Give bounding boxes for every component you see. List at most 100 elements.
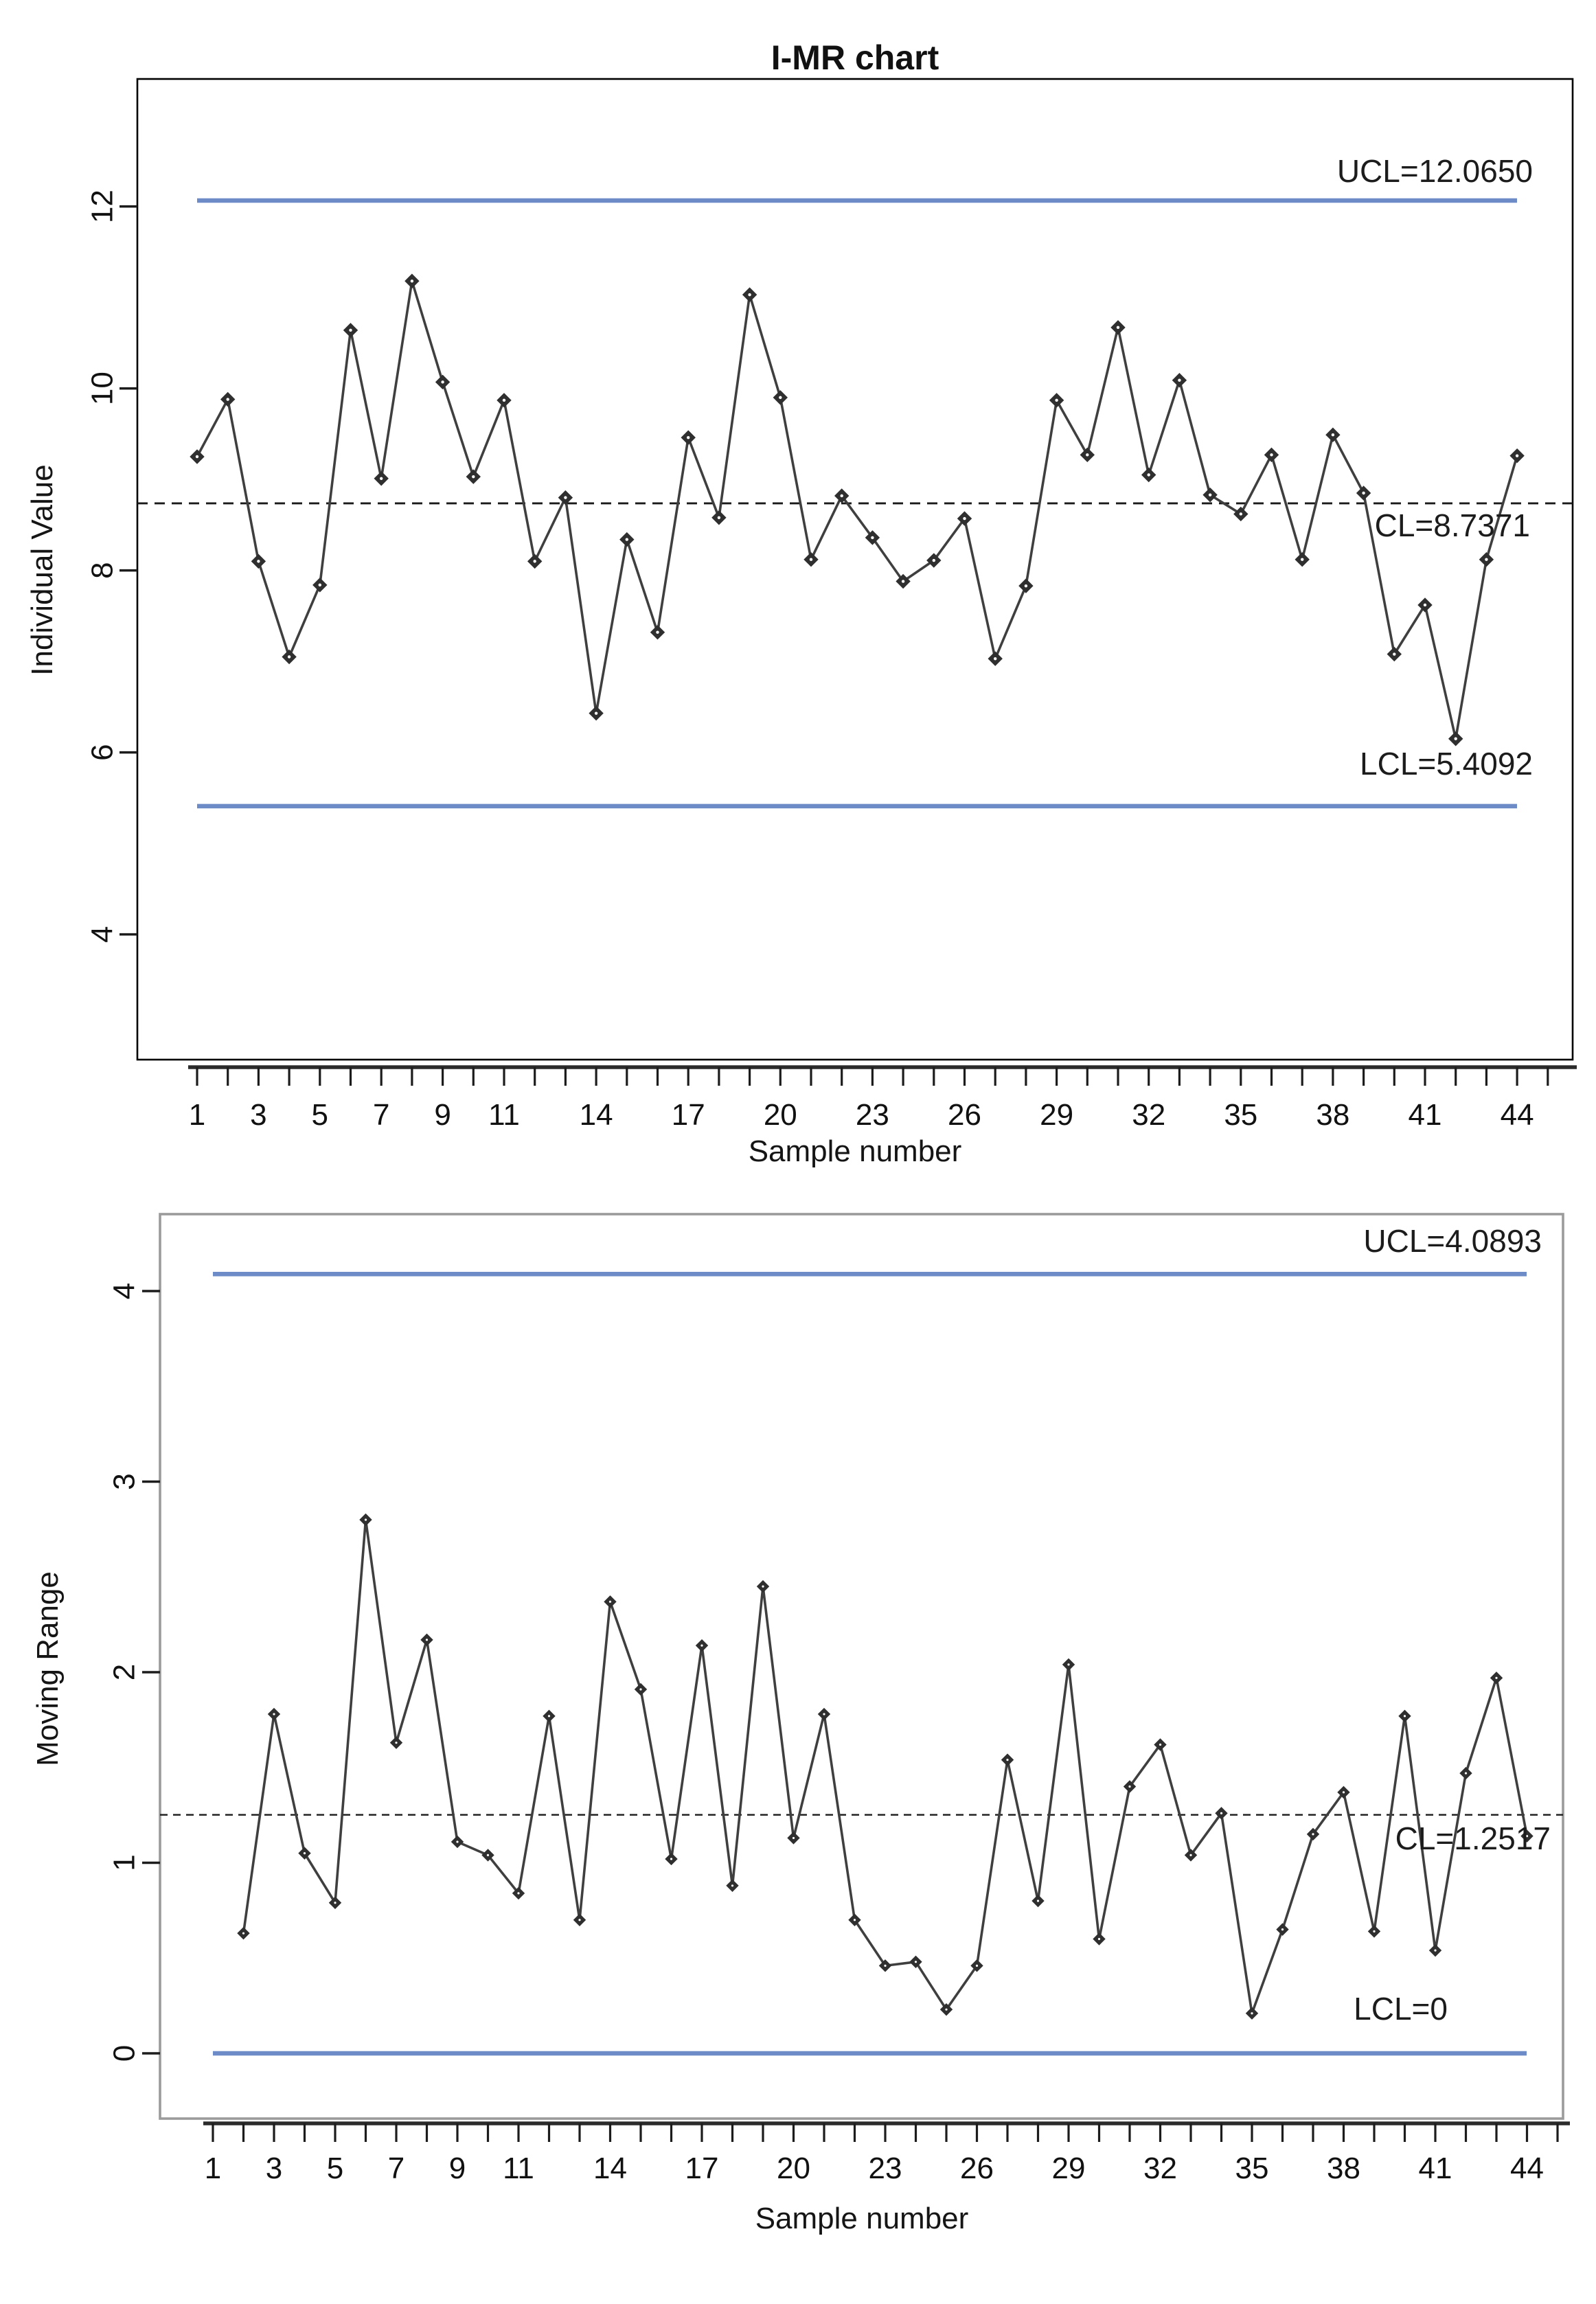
data-point-center-dot <box>1097 1937 1101 1941</box>
data-point-center-dot <box>945 2008 948 2011</box>
data-point-center-dot <box>380 477 383 480</box>
data-point-center-dot <box>242 1932 245 1935</box>
x-tick-label: 38 <box>1327 2152 1360 2185</box>
x-tick-label: 14 <box>580 1098 613 1132</box>
data-point-center-dot <box>226 398 229 401</box>
data-point-center-dot <box>1220 1812 1223 1814</box>
data-point-center-dot <box>1342 1791 1345 1794</box>
x-tick-label: 35 <box>1224 1098 1257 1132</box>
ucl-label-bottom: UCL=4.0893 <box>1363 1223 1542 1259</box>
x-tick-label: 35 <box>1235 2152 1269 2185</box>
x-tick-label: 3 <box>266 2152 282 2185</box>
x-tick-label: 3 <box>250 1098 266 1132</box>
x-tick-label: 23 <box>869 2152 902 2185</box>
y-tick-label: 3 <box>108 1473 141 1490</box>
data-point-center-dot <box>425 1639 429 1641</box>
data-point-center-dot <box>1159 1743 1162 1746</box>
x-tick-label: 7 <box>388 2152 404 2185</box>
y-axis-label-moving-range: Moving Range <box>31 1571 65 1766</box>
data-point-center-dot <box>594 711 598 715</box>
data-point-center-dot <box>779 396 782 400</box>
data-point-center-dot <box>1403 1715 1406 1718</box>
data-point-center-dot <box>884 1964 887 1967</box>
y-tick-label: 12 <box>86 190 119 223</box>
data-point-center-dot <box>932 558 936 562</box>
x-tick-label: 9 <box>449 2152 466 2185</box>
x-tick-label: 32 <box>1143 2152 1177 2185</box>
data-point-center-dot <box>700 1644 703 1647</box>
data-point-center-dot <box>395 1742 398 1744</box>
data-point-center-dot <box>914 1961 917 1963</box>
data-point-center-dot <box>533 560 536 563</box>
x-tick-label: 11 <box>488 1098 520 1132</box>
x-axis: 1 3 5 7 9 11 14 17 20 23 26 29 32 35 38 41 44 <box>188 1065 1577 1132</box>
y-tick-label: 1 <box>108 1854 141 1871</box>
data-point-center-dot <box>1239 512 1243 516</box>
y-tick-label: 2 <box>108 1664 141 1680</box>
x-tick-label: 44 <box>1510 2152 1544 2185</box>
data-point-center-dot <box>625 538 628 541</box>
y-tick-label: 10 <box>86 372 119 405</box>
y-tick-label: 4 <box>86 926 119 942</box>
data-point-center-dot <box>1067 1663 1070 1666</box>
y-tick-label: 4 <box>108 1283 141 1299</box>
x-tick-label: 38 <box>1316 1098 1349 1132</box>
data-point-center-dot <box>1281 1928 1284 1931</box>
data-point-center-dot <box>1006 1759 1009 1761</box>
x-tick-label: 17 <box>672 1098 705 1132</box>
x-tick-label: 44 <box>1501 1098 1534 1132</box>
data-point-center-dot <box>975 1964 979 1967</box>
x-tick-label: 23 <box>856 1098 889 1132</box>
cl-label-top: CL=8.7371 <box>1374 507 1530 543</box>
data-point-center-dot <box>1373 1930 1376 1932</box>
data-point-center-dot <box>287 655 291 659</box>
data-point-center-dot <box>792 1836 795 1840</box>
data-point-center-dot <box>303 1852 306 1855</box>
x-tick-label: 17 <box>685 2152 719 2185</box>
y-axis: 4 6 8 10 12 <box>86 190 137 943</box>
x-tick-label: 26 <box>948 1098 981 1132</box>
data-point-center-dot <box>441 380 444 384</box>
data-point-center-dot <box>1434 1949 1437 1952</box>
data-point-center-dot <box>273 1713 275 1715</box>
data-point-center-dot <box>1178 378 1181 382</box>
x-tick-label: 32 <box>1132 1098 1165 1132</box>
y-axis: 0 1 2 3 4 <box>108 1283 160 2062</box>
data-point-center-dot <box>517 1892 520 1895</box>
data-point-center-dot <box>472 475 475 479</box>
x-axis-label-bottom: Sample number <box>755 2202 969 2235</box>
x-tick-label: 29 <box>1052 2152 1086 2185</box>
series-line <box>196 280 1518 740</box>
data-point-center-dot <box>1036 1900 1040 1902</box>
data-point-center-dot <box>1024 584 1028 588</box>
x-tick-label: 29 <box>1040 1098 1073 1132</box>
x-tick-label: 26 <box>960 2152 994 2185</box>
data-point-center-dot <box>1393 652 1396 656</box>
data-point-center-dot <box>809 558 813 561</box>
data-point-center-dot <box>195 455 199 459</box>
data-point-center-dot <box>486 1854 490 1856</box>
data-point-center-dot <box>687 435 690 440</box>
ucl-label-top: UCL=12.0650 <box>1336 153 1533 189</box>
data-point-center-dot <box>578 1919 581 1921</box>
data-point-center-dot <box>840 494 843 498</box>
data-point-center-dot <box>717 516 721 519</box>
series-line <box>242 1518 1529 2015</box>
data-point-center-dot <box>901 580 905 583</box>
data-point-center-dot <box>871 536 874 540</box>
data-point-center-dot <box>456 1840 459 1843</box>
data-point-center-dot <box>1055 398 1058 402</box>
y-tick-label: 0 <box>108 2045 141 2062</box>
x-tick-label: 20 <box>764 1098 797 1132</box>
data-point-center-dot <box>334 1902 337 1904</box>
lcl-label-top: LCL=5.4092 <box>1360 746 1533 782</box>
data-point-center-dot <box>823 1713 825 1715</box>
cl-label-bottom: CL=1.2517 <box>1395 1821 1551 1856</box>
data-point-center-dot <box>1147 473 1150 477</box>
data-point-center-dot <box>1362 491 1365 495</box>
data-point-center-dot <box>1423 603 1427 607</box>
data-point-center-dot <box>608 1600 612 1603</box>
y-tick-label: 6 <box>86 744 119 760</box>
